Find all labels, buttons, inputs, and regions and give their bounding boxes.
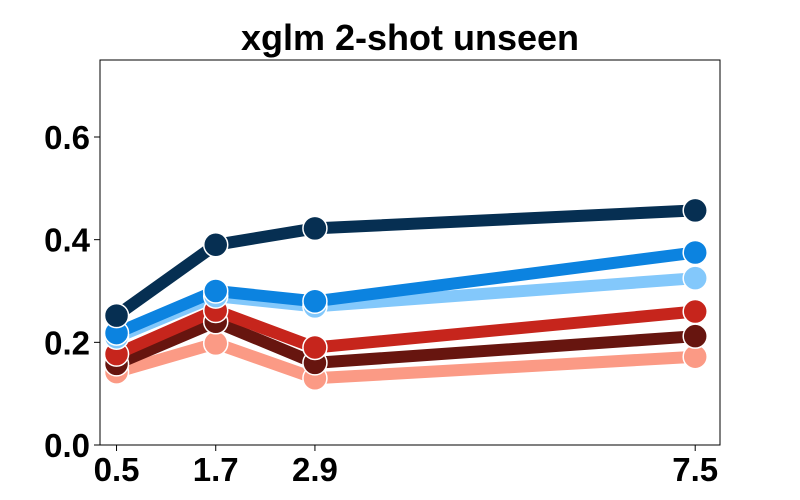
- y-axis: 0.0 0.2 0.4 0.6: [44, 119, 100, 464]
- y-tick-label-3: 0.6: [44, 119, 90, 156]
- data-point-s5-1: [202, 232, 229, 258]
- data-point-s4-2: [302, 288, 328, 315]
- data-point-s3-3: [682, 265, 708, 291]
- y-tick-label-1: 0.2: [44, 324, 90, 361]
- x-axis: 0.5 1.7 2.9 7.5: [94, 445, 718, 488]
- data-point-s5-2: [302, 215, 328, 242]
- x-tick-label-2: 2.9: [292, 451, 338, 488]
- series-line-2: [110, 304, 702, 361]
- series-points: [103, 197, 708, 392]
- series-line-1: [110, 315, 702, 370]
- series-lines: [110, 204, 702, 385]
- series-line-4: [110, 246, 702, 340]
- x-tick-label-1: 1.7: [193, 451, 239, 488]
- y-tick-label-0: 0.0: [44, 427, 90, 464]
- data-point-s4-1: [202, 278, 229, 304]
- data-point-s4-3: [682, 239, 708, 266]
- data-point-s0-1: [202, 330, 229, 357]
- x-tick-label-0: 0.5: [94, 451, 140, 488]
- plot-frame: [99, 59, 721, 446]
- x-tick-label-3: 7.5: [672, 451, 718, 488]
- series-line-0: [110, 337, 702, 385]
- data-point-s2-3: [682, 298, 708, 325]
- series-line-5: [110, 204, 702, 322]
- data-point-s2-2: [302, 334, 328, 361]
- chart-title: xglm 2-shot unseen: [241, 17, 579, 58]
- data-point-s5-3: [682, 197, 708, 224]
- y-tick-label-2: 0.4: [44, 222, 91, 259]
- data-point-s5-0: [103, 302, 130, 329]
- data-point-s1-3: [682, 323, 708, 349]
